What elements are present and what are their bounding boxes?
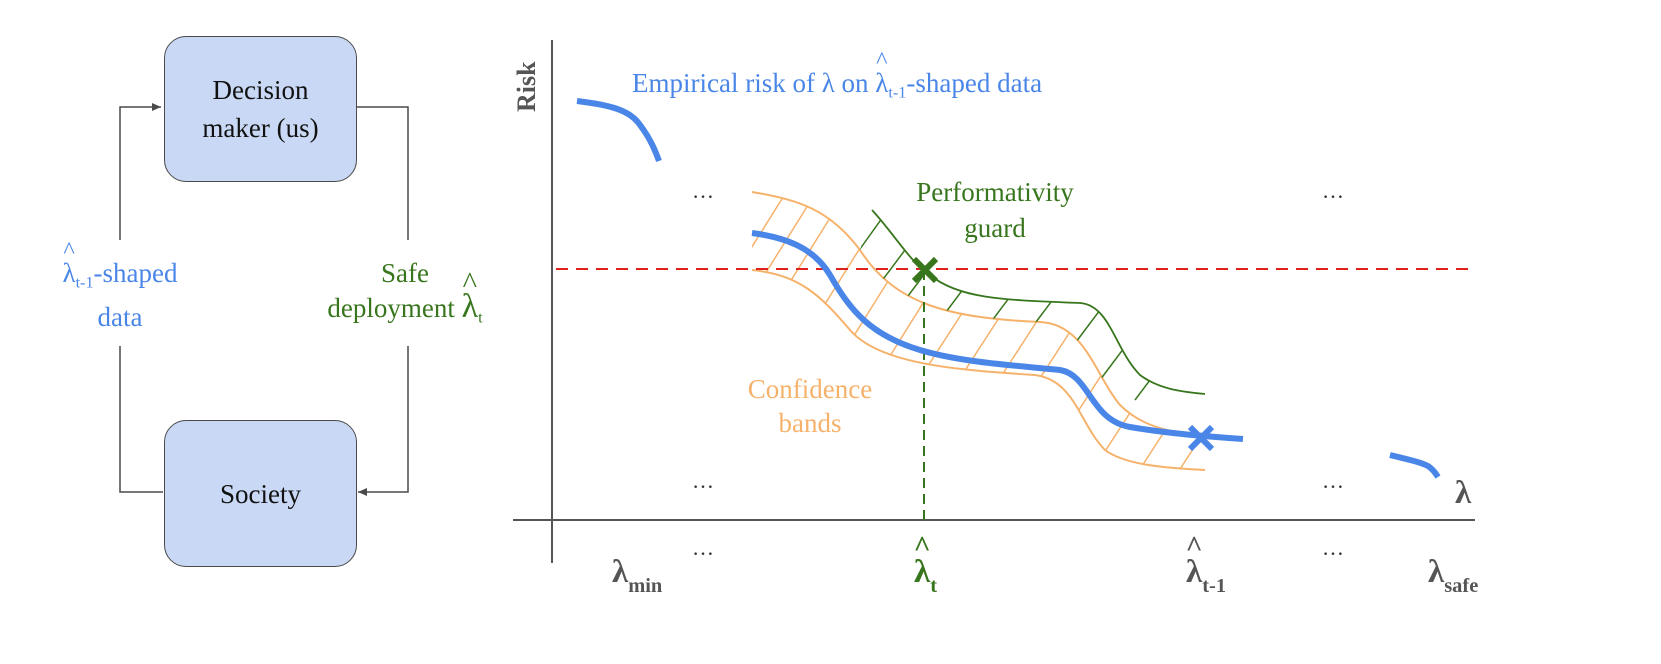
tick-lambda-t: ^ λt [913,530,938,598]
confidence-band-lower [751,269,1206,471]
y-axis-label: Risk [512,61,541,112]
safe-deployment-label: Safe deployment ^ λt [327,258,483,327]
performativity-guard-label: Performativity guard [916,177,1074,243]
ellipsis-lower-left: … [692,468,716,493]
society-box: Society [164,420,357,567]
tick-lambda-min: λmin [612,554,663,598]
right-arrow-upper [356,106,409,240]
lambda-t-x-marker [911,256,939,284]
confidence-band-upper [751,191,1206,435]
ellipsis-upper-left: … [692,178,716,203]
confidence-bands-label: Confidence bands [747,374,873,438]
right-arrow-lower [358,346,409,496]
society-label: Society [220,478,301,509]
empirical-risk-curve-end [1389,452,1441,479]
empirical-risk-curve-mid [751,230,1244,442]
ellipsis-tick-left: … [692,535,716,560]
tick-lambda-t-1: ^ λt-1 [1185,530,1227,598]
lambda-t-1-x-marker [1187,424,1215,452]
ellipsis-tick-right: … [1322,535,1346,560]
ellipsis-lower-right: … [1322,468,1346,493]
x-axis-label: λ [1455,475,1472,511]
left-arrow-upper [119,103,161,240]
left-arrow-lower [119,346,163,493]
empirical-risk-curve-start [576,98,662,163]
empirical-risk-label: Empirical risk of λ on ^ λt-1-shaped data [632,46,1043,102]
tick-lambda-safe: λsafe [1428,554,1479,598]
decision-maker-label: Decision maker (us) [202,75,319,143]
ellipsis-upper-right: … [1322,178,1346,203]
shaped-data-label: ^ λt-1-shaped data [62,236,178,332]
decision-maker-box: Decision maker (us) [164,36,357,182]
